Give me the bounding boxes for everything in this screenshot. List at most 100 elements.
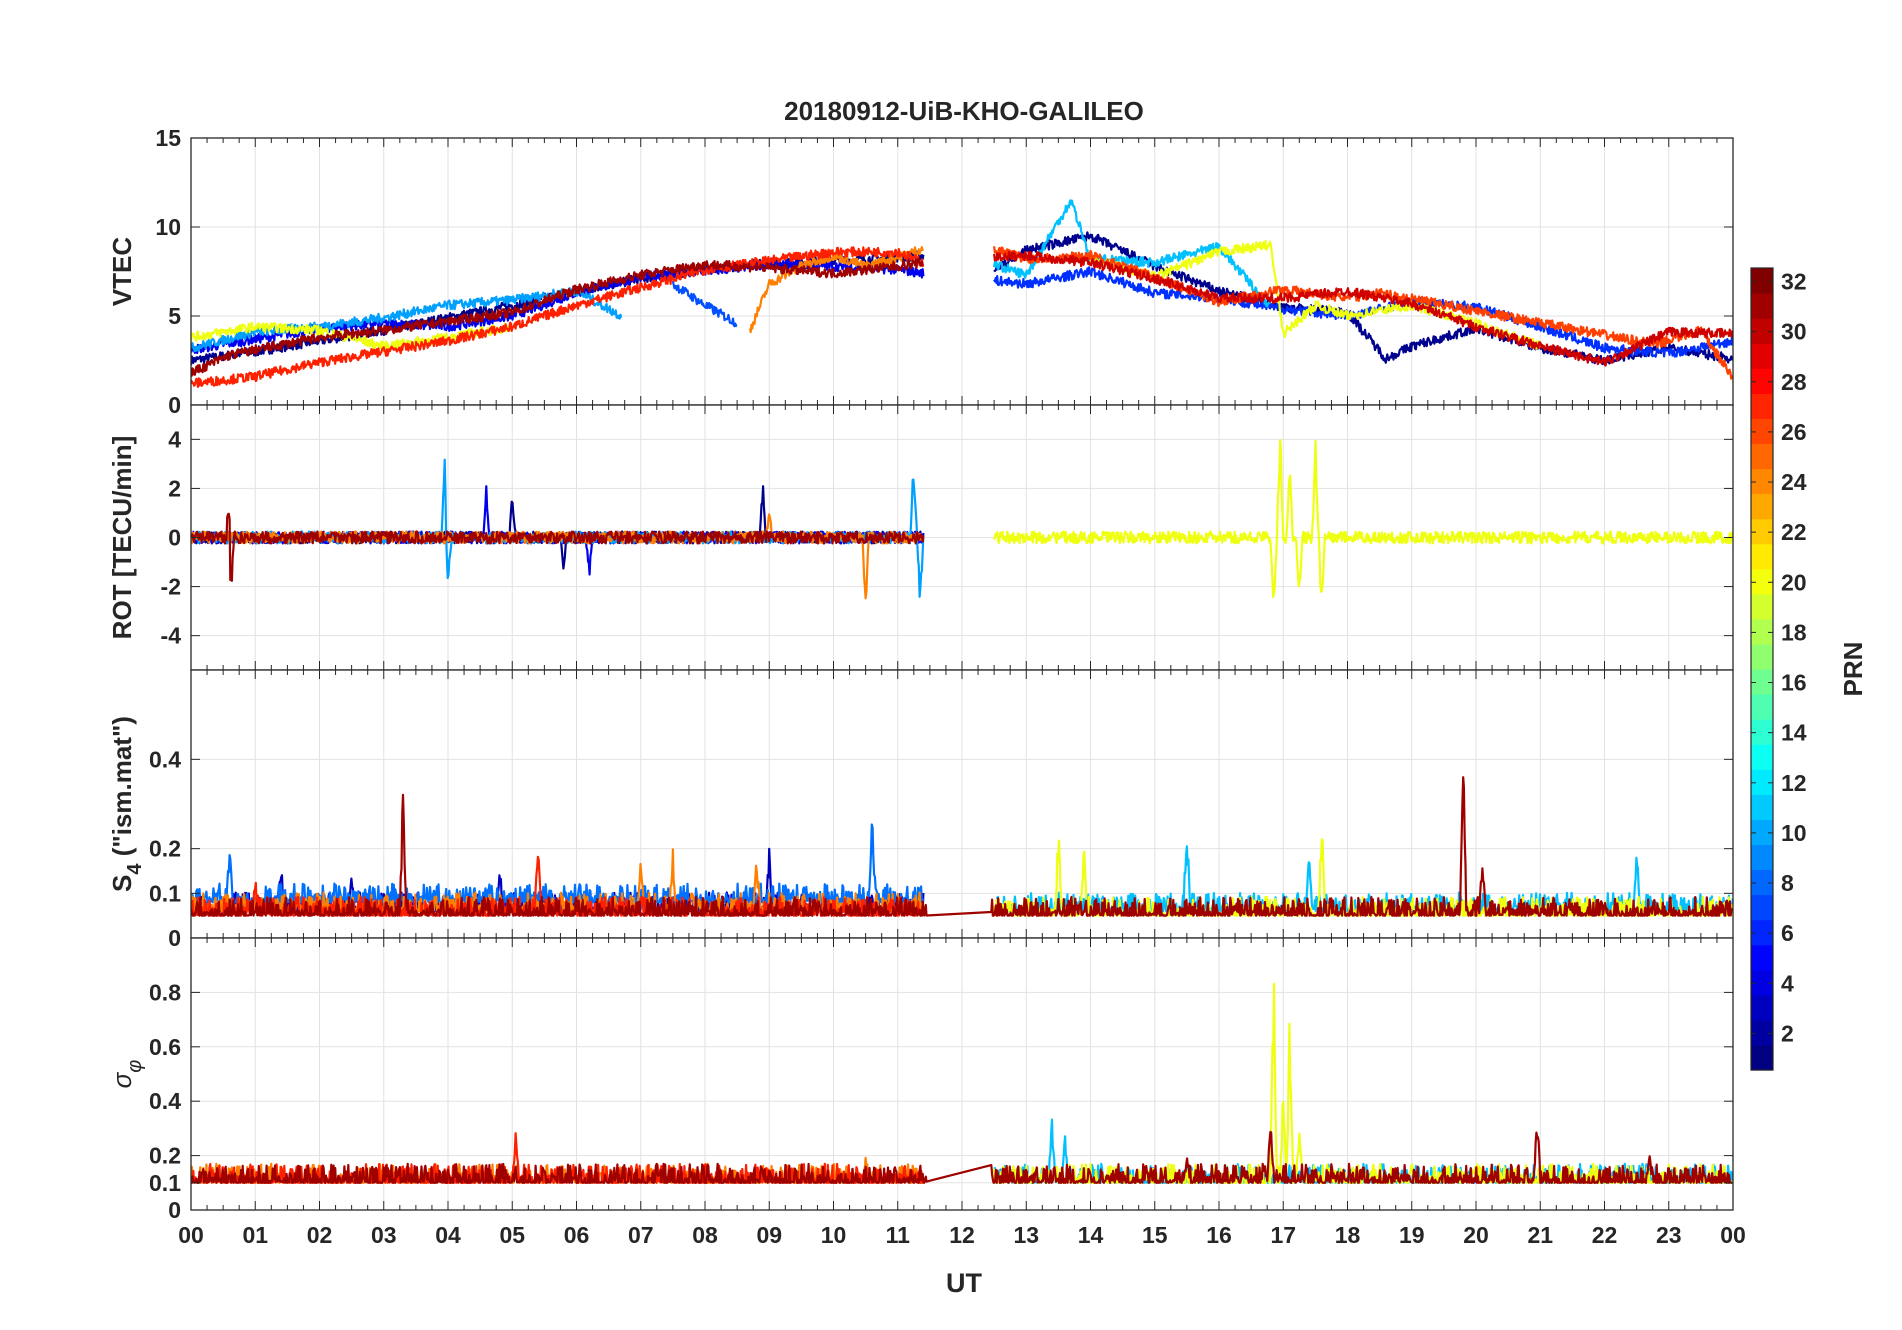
colorbar-swatch [1751,694,1773,720]
x-tick-label: 21 [1527,1222,1553,1248]
colorbar-swatch [1751,1019,1773,1046]
colorbar-swatch [1751,343,1773,369]
y-tick-label: 0 [168,392,181,418]
colorbar-swatch [1751,293,1773,319]
series-line-prn-31 [191,1130,1733,1184]
x-tick-label: 00 [178,1222,204,1248]
series-line-prn-31 [191,512,925,582]
y-tick-label: 0.4 [149,746,181,772]
series-line-prn-20 [993,439,1733,599]
colorbar-swatch [1751,518,1773,545]
colorbar-swatch [1751,618,1773,645]
colorbar-tick-label: 28 [1781,369,1807,395]
colorbar-swatch [1751,1044,1773,1071]
x-tick-label: 11 [886,1222,911,1248]
x-tick-label: 20 [1463,1222,1489,1248]
x-tick-label: 19 [1399,1222,1425,1248]
colorbar-tick-label: 30 [1781,319,1807,345]
y-axis-label-subscript: φ [124,1060,146,1073]
y-tick-label: 0 [168,925,181,951]
series-line-prn-20 [1089,239,1542,350]
x-tick-label: 05 [499,1222,525,1248]
colorbar-swatch [1751,268,1773,294]
x-tick-label: 07 [628,1222,654,1248]
colorbar-tick-label: 32 [1781,269,1807,295]
colorbar-tick-label: 18 [1781,619,1807,645]
panel-rot: -4 -2 0 2 4 ROT [TECU/min] [107,404,1734,671]
series-line-prn-8 [671,280,738,328]
x-tick-label: 02 [307,1222,333,1248]
y-tick-label: 2 [168,475,181,501]
y-tick-label: 0.2 [149,836,181,862]
x-tick-label: 10 [821,1222,847,1248]
colorbar-tick-label: 26 [1781,419,1807,445]
x-tick-label: 16 [1206,1222,1232,1248]
y-axis-label: VTEC [107,237,137,307]
colorbar-swatch [1751,969,1773,996]
y-axis-label: S4 ("ism.mat") [107,716,146,892]
y-tick-label: 0.6 [149,1034,181,1060]
traces [191,776,1733,917]
colorbar-swatch [1751,769,1773,795]
colorbar-frame [1750,267,1774,1071]
y-axis-label: ROT [TECU/min] [107,436,137,640]
colorbar-swatch [1751,443,1773,470]
colorbar-swatch [1751,819,1773,846]
series-line-prn-24 [748,246,924,334]
y-tick-label: 5 [168,303,181,329]
colorbar-swatch [1751,418,1773,445]
y-tick-label: 0.1 [149,1170,181,1196]
y-tick-label: 15 [155,125,181,151]
colorbar-swatch [1751,719,1773,745]
colorbar-tick-label: 12 [1781,770,1807,796]
x-tick-label: 13 [1013,1222,1039,1248]
y-axis-label-main: S [107,875,137,892]
colorbar-swatch [1751,593,1773,620]
y-tick-label: 0 [168,525,181,551]
series-line-prn-27 [191,246,925,388]
panel-s4: 00.10.20.4S4 ("ism.mat") [107,669,1734,951]
colorbar-tick-label: 20 [1781,569,1807,595]
y-tick-label: -2 [161,574,181,600]
colorbar-swatch [1751,794,1773,820]
y-tick-label: 0 [168,1197,181,1223]
x-tick-label: 01 [242,1222,268,1248]
x-tick-label: 23 [1656,1222,1682,1248]
y-tick-label: 0.4 [149,1088,181,1114]
series-line-prn-31 [191,776,1733,917]
colorbar-swatch [1751,568,1773,595]
colorbar-swatch [1751,894,1773,921]
x-tick-label: 04 [435,1222,461,1248]
series-line-prn-30 [993,250,1733,367]
panel-vtec: 0 5 10 15 VTEC [107,125,1734,418]
chart-title: 20180912-UiB-KHO-GALILEO [784,96,1144,126]
colorbar-tick-label: 10 [1781,820,1807,846]
x-tick-label: 14 [1078,1222,1104,1248]
traces [191,439,1733,600]
y-axis-label: σφ [107,1060,146,1089]
x-axis-label: UT [946,1268,982,1298]
traces [191,982,1733,1184]
x-tick-label: 08 [692,1222,718,1248]
colorbar-tick-label: 24 [1781,469,1807,495]
colorbar-tick-label: 8 [1781,870,1794,896]
colorbar-label: PRN [1838,642,1868,697]
y-tick-label: 4 [168,426,181,452]
colorbar-swatch [1751,944,1773,971]
series-line-prn-31 [191,257,925,377]
colorbar-swatch [1751,543,1773,570]
y-axis-label-main: σ [107,1071,137,1088]
colorbar-tick-label: 6 [1781,920,1794,946]
x-tick-label: 09 [756,1222,782,1248]
y-tick-label: -4 [161,623,182,649]
series-line-prn-27 [191,855,925,917]
colorbar-swatch [1751,318,1773,344]
x-tick-label: 17 [1270,1222,1296,1248]
x-tick-label: 15 [1142,1222,1168,1248]
x-tick-labels: 00 01 02 03 04 05 06 07 08 09 10 11 12 13 14 15 16 17 18 19… [178,1222,1746,1248]
x-tick-label: 00 [1720,1222,1746,1248]
y-tick-label: 0.8 [149,979,181,1005]
colorbar-swatch [1751,393,1773,419]
x-tick-label: 06 [564,1222,590,1248]
